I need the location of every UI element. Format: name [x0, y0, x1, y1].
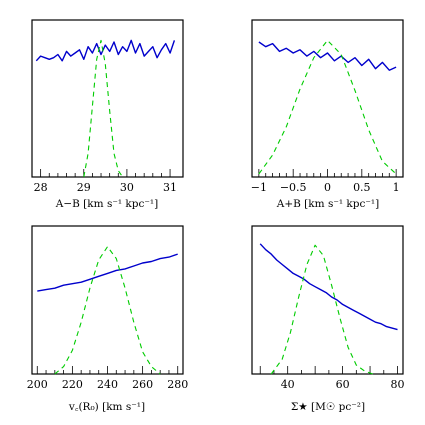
panel-frame — [31, 19, 184, 178]
panel-frame — [31, 225, 184, 375]
panel-frame — [251, 19, 404, 178]
x-ticks — [258, 169, 397, 177]
x-tick-labels: 40 60 80 — [281, 378, 405, 391]
solid-curve — [258, 41, 397, 71]
x-tick-label: 220 — [62, 378, 83, 391]
panel-frame — [251, 225, 404, 375]
x-tick-label: 1 — [393, 181, 400, 194]
x-tick-label: 60 — [336, 378, 350, 391]
curves — [35, 39, 176, 178]
x-tick-labels: 200 220 240 260 280 — [27, 378, 188, 391]
panel-a-minus-b: 28 29 30 31 A−B [km s⁻¹ kpc⁻¹] — [31, 19, 184, 210]
x-tick-label: 40 — [281, 378, 295, 391]
x-tick-label: 240 — [97, 378, 118, 391]
x-axis-label: Σ★ [M☉ pc⁻²] — [291, 401, 365, 413]
x-tick-label: −1 — [251, 181, 267, 194]
x-axis-label: v꜀(R₀) [km s⁻¹] — [68, 401, 145, 413]
dashed-curve — [54, 246, 161, 375]
x-ticks — [36, 366, 179, 374]
dashed-curve — [258, 39, 397, 175]
x-tick-label: 30 — [120, 181, 134, 194]
x-tick-label: 0 — [324, 181, 331, 194]
x-tick-label: 260 — [132, 378, 153, 391]
curves — [259, 243, 398, 375]
solid-curve — [37, 253, 178, 292]
x-tick-label: 280 — [167, 378, 188, 391]
x-ticks — [40, 169, 171, 177]
dashed-curve — [83, 39, 124, 178]
x-tick-label: 200 — [27, 378, 48, 391]
x-tick-label: 80 — [391, 378, 405, 391]
x-axis-label: A−B [km s⁻¹ kpc⁻¹] — [55, 198, 158, 210]
solid-curve — [259, 243, 398, 331]
x-tick-labels: 28 29 30 31 — [34, 181, 177, 194]
x-ticks — [259, 366, 398, 374]
panel-a-plus-b: −1 −0.5 0 0.5 1 A+B [km s⁻¹ kpc⁻¹] — [251, 19, 404, 210]
x-tick-label: 31 — [163, 181, 177, 194]
x-tick-labels: −1 −0.5 0 0.5 1 — [251, 181, 400, 194]
curves — [37, 246, 178, 375]
panel-vc-r0: 200 220 240 260 280 v꜀(R₀) [km s⁻¹] — [27, 225, 188, 413]
x-tick-label: −0.5 — [280, 181, 307, 194]
x-tick-label: 29 — [77, 181, 91, 194]
solid-curve — [35, 39, 176, 62]
panel-sigma-star: 40 60 80 Σ★ [M☉ pc⁻²] — [251, 225, 405, 413]
x-tick-label: 0.5 — [353, 181, 371, 194]
curves — [258, 39, 397, 175]
x-tick-label: 28 — [34, 181, 48, 194]
x-axis-label: A+B [km s⁻¹ kpc⁻¹] — [276, 198, 379, 210]
dashed-curve — [270, 244, 373, 375]
